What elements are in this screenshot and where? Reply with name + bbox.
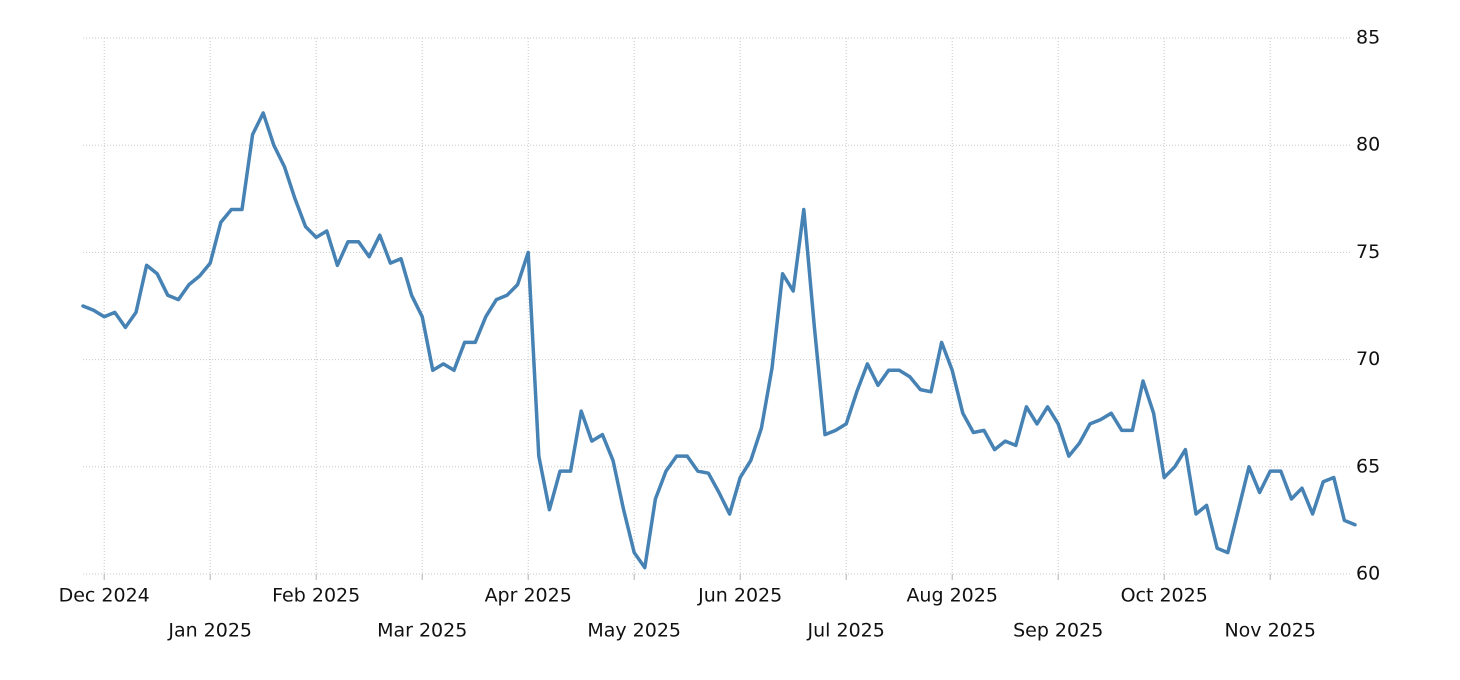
y-tick-label: 75 (1356, 241, 1380, 263)
x-tick-label: Apr 2025 (485, 585, 572, 607)
x-tick-label: Sep 2025 (1013, 620, 1103, 642)
x-tick-label: Nov 2025 (1224, 620, 1315, 642)
y-tick-label: 80 (1356, 134, 1380, 156)
y-tick-label: 85 (1356, 27, 1380, 49)
x-tick-label: Dec 2024 (59, 585, 150, 607)
x-tick-label: Oct 2025 (1121, 585, 1208, 607)
x-tick-label: May 2025 (587, 620, 681, 642)
y-tick-label: 60 (1356, 563, 1380, 585)
x-tick-label: Mar 2025 (377, 620, 467, 642)
x-tick-label: Aug 2025 (906, 585, 998, 607)
x-tick-label: Jul 2025 (807, 620, 885, 642)
data-line (81, 111, 1357, 570)
x-tick-label: Jan 2025 (167, 620, 252, 642)
y-tick-label: 70 (1356, 348, 1380, 370)
y-tick-label: 65 (1356, 455, 1380, 477)
x-tick-label: Feb 2025 (272, 585, 360, 607)
x-tick-label: Jun 2025 (697, 585, 782, 607)
